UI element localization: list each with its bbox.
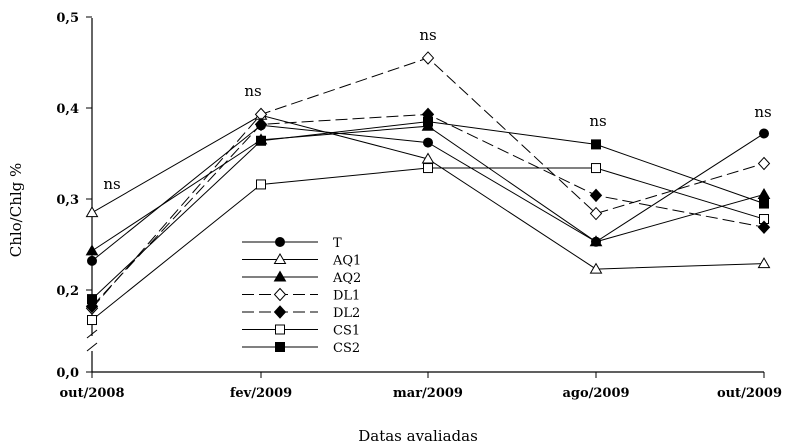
legend-label: CS1 <box>333 324 360 339</box>
data-point <box>421 152 435 164</box>
x-axis-title: Datas avaliadas <box>358 427 478 445</box>
data-point <box>421 51 435 65</box>
data-point <box>423 163 433 174</box>
data-point <box>591 139 601 150</box>
data-point <box>87 315 97 326</box>
data-point <box>589 188 603 203</box>
legend-marker <box>273 287 287 302</box>
data-point <box>423 137 433 148</box>
legend-label: DL2 <box>333 306 360 321</box>
series-layer <box>85 51 771 326</box>
series-cs2 <box>87 116 769 305</box>
legend-marker <box>275 342 285 352</box>
y-axis-title: Chlo/Chlg % <box>7 163 25 258</box>
legend-item: DL1 <box>242 287 360 304</box>
legend-item: CS1 <box>242 324 360 339</box>
legend-label: CS2 <box>333 341 360 356</box>
data-point <box>85 206 99 218</box>
data-point <box>759 198 769 209</box>
legend-marker <box>273 270 287 282</box>
series-cs1 <box>87 163 769 326</box>
legend-marker <box>273 305 287 319</box>
data-point <box>423 116 433 127</box>
annotation-label: ns <box>244 82 261 100</box>
y-tick-label: 0,0 <box>56 366 79 381</box>
annotations: ns ns ns ns ns <box>103 26 771 193</box>
x-ticks: out/2008 fev/2009 mar/2009 ago/2009 out/2009 <box>59 372 782 401</box>
y-tick-label: 0,3 <box>56 193 79 208</box>
axis-break-mark-lower <box>86 342 98 352</box>
series-line <box>91 167 765 321</box>
legend-item: AQ1 <box>242 253 361 269</box>
data-point <box>256 135 266 146</box>
legend-label: AQ2 <box>332 271 361 286</box>
legend-marker <box>275 324 285 335</box>
x-tick-label: out/2008 <box>59 386 124 401</box>
data-point <box>757 187 771 199</box>
annotation-label: ns <box>754 103 771 121</box>
data-point <box>591 236 601 247</box>
legend-item: T <box>242 236 342 251</box>
legend-marker <box>275 237 285 247</box>
y-ticks: 0,0 0,2 0,3 0,4 0,5 <box>56 11 92 381</box>
data-point <box>87 294 97 305</box>
y-tick-label: 0,5 <box>56 11 79 26</box>
annotation-label: ns <box>419 26 436 44</box>
legend-item: DL2 <box>242 305 360 321</box>
series-line <box>91 121 765 300</box>
series-line <box>91 57 765 309</box>
x-tick-label: fev/2009 <box>230 386 292 401</box>
legend-label: T <box>333 236 342 251</box>
annotation-label: ns <box>589 112 606 130</box>
data-point <box>85 244 99 256</box>
axes <box>86 18 764 373</box>
data-point <box>87 255 97 266</box>
data-point <box>591 163 601 174</box>
y-tick-label: 0,2 <box>56 284 79 299</box>
series-t <box>87 120 769 266</box>
legend-label: DL1 <box>333 289 360 304</box>
x-tick-label: ago/2009 <box>562 386 629 401</box>
data-point <box>589 262 603 274</box>
data-point <box>757 257 771 269</box>
legend: T AQ1 AQ2 DL1 DL2 CS1 CS2 <box>242 236 361 356</box>
legend-label: AQ1 <box>332 254 361 269</box>
annotation-label: ns <box>103 175 120 193</box>
data-point <box>589 206 603 221</box>
legend-item: AQ2 <box>242 270 361 286</box>
legend-marker <box>273 253 287 264</box>
data-point <box>757 156 771 171</box>
axis-break-mark-upper <box>86 329 98 339</box>
data-point <box>759 128 769 139</box>
legend-item: CS2 <box>242 341 360 356</box>
series-aq1 <box>85 108 771 274</box>
x-tick-label: mar/2009 <box>393 386 463 401</box>
y-tick-label: 0,4 <box>56 102 79 117</box>
x-tick-label: out/2009 <box>717 386 782 401</box>
data-point <box>757 220 771 234</box>
data-point <box>256 120 266 131</box>
data-point <box>256 179 266 190</box>
